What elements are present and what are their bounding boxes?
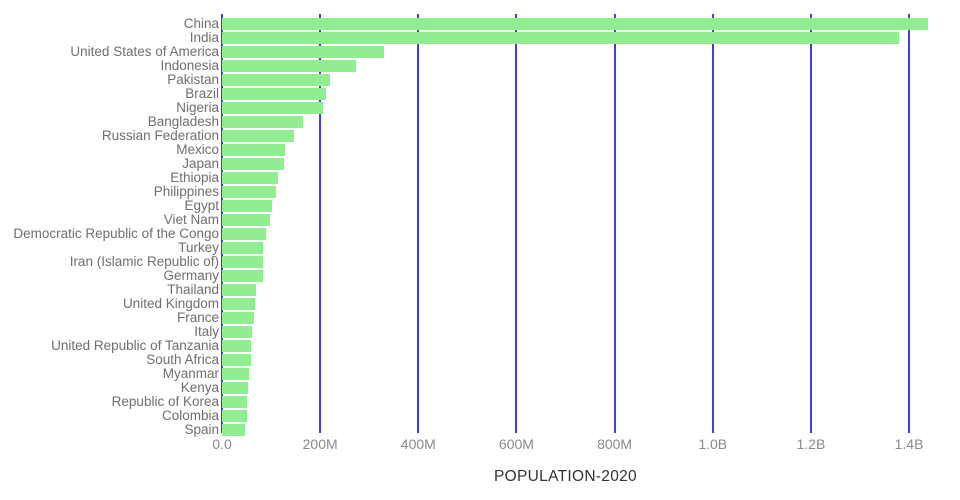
population-bar [222,115,303,128]
country-label: Philippines [153,184,219,199]
x-axis-title: POPULATION-2020 [494,468,637,485]
gridline [613,14,616,433]
country-label: Pakistan [167,72,219,87]
country-label: Egypt [184,198,219,213]
population-bar [222,73,331,86]
population-bar [222,59,357,72]
country-label: Turkey [178,240,219,255]
population-bar [222,423,245,436]
population-bar [222,297,256,310]
population-bar [222,101,324,114]
country-label: Spain [184,422,219,437]
population-bar [222,143,286,156]
country-label: Kenya [180,380,219,395]
population-bar [222,31,900,44]
country-label: Democratic Republic of the Congo [13,226,219,241]
country-label: Italy [194,324,219,339]
population-bar [222,129,294,142]
population-bar [222,255,264,268]
population-bar [222,213,270,226]
country-label: Brazil [185,86,219,101]
country-label: Thailand [167,282,219,297]
country-label: Colombia [161,408,219,423]
x-tick-label: 1.0B [698,436,728,452]
country-label: India [189,30,219,45]
population-bar [222,409,247,422]
gridline [319,14,322,433]
population-bar [222,311,255,324]
population-bar [222,269,264,282]
population-bar [222,171,279,184]
country-label: Myanmar [162,366,219,381]
x-tick-label: 1.2B [796,436,826,452]
country-label: Ethiopia [170,170,219,185]
population-bar [222,325,252,338]
population-bar [222,87,327,100]
country-label: Republic of Korea [111,394,219,409]
country-label: United Kingdom [122,296,219,311]
population-bar [222,381,249,394]
population-bar [222,185,276,198]
country-label: Iran (Islamic Republic of) [69,254,219,269]
country-label: Russian Federation [101,128,219,143]
population-bar [222,339,252,352]
country-label: United Republic of Tanzania [51,338,219,353]
population-bar [222,241,264,254]
country-label: Bangladesh [147,114,219,129]
country-label: Indonesia [160,58,219,73]
gridline [809,14,812,433]
country-label: United States of America [70,44,219,59]
country-label: Mexico [176,142,219,157]
population-bar [222,353,252,366]
x-tick-label: 800M [597,436,633,452]
x-tick-label: 400M [400,436,436,452]
country-label: Japan [182,156,219,171]
x-tick-label: 1.4B [894,436,924,452]
population-bar [222,199,273,212]
population-bar [222,395,248,408]
gridline [908,14,911,433]
x-tick-label: 0.0 [212,436,232,452]
gridline [515,14,518,433]
gridline [711,14,714,433]
population-bar [222,367,249,380]
country-label: China [183,16,219,31]
country-label: Viet Nam [163,212,219,227]
country-label: Germany [163,268,219,283]
population-bar [222,157,285,170]
population-bar [222,227,266,240]
population-bar [222,17,929,30]
x-tick-label: 600M [498,436,534,452]
x-tick-label: 200M [302,436,338,452]
country-label: South Africa [146,352,219,367]
gridline [417,14,420,433]
population-bar [222,283,257,296]
country-label: France [176,310,219,325]
country-label: Nigeria [176,100,219,115]
population-bar [222,45,385,58]
